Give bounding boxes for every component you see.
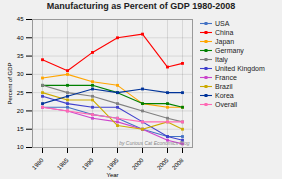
svg-text:Percent of GDP: Percent of GDP <box>7 62 13 104</box>
svg-text:1980: 1980 <box>31 157 45 171</box>
html-text:Japan: Japan <box>215 38 235 45</box>
html-text:Korea: Korea <box>215 92 234 99</box>
svg-text:10: 10 <box>17 144 24 150</box>
html-text:Manufacturing as Percent of GD: Manufacturing as Percent of GDP 1980-200… <box>46 1 236 11</box>
svg-text:40: 40 <box>17 35 24 41</box>
svg-text:45: 45 <box>17 16 24 22</box>
html-text:United Kingdom: United Kingdom <box>215 65 265 72</box>
svg-text:35: 35 <box>17 53 24 59</box>
svg-text:1985: 1985 <box>56 157 70 171</box>
svg-text:1990: 1990 <box>81 157 95 171</box>
html-text:Italy: Italy <box>215 56 228 63</box>
svg-text:1995: 1995 <box>106 157 120 171</box>
svg-text:2008: 2008 <box>171 157 185 171</box>
html-text:China: China <box>215 29 234 36</box>
svg-text:2000: 2000 <box>131 157 145 171</box>
html-text:France: France <box>215 74 237 81</box>
svg-text:25: 25 <box>17 90 24 96</box>
html-text:USA: USA <box>215 20 230 27</box>
svg-text:30: 30 <box>17 71 24 77</box>
svg-text:by Curious Cat Economics Blog: by Curious Cat Economics Blog <box>119 140 190 146</box>
svg-text:20: 20 <box>17 108 24 114</box>
svg-text:15: 15 <box>17 126 24 132</box>
html-text:Germany: Germany <box>215 47 244 54</box>
html-text:Brazil: Brazil <box>215 83 233 90</box>
svg-text:2005: 2005 <box>156 157 170 171</box>
svg-text:Year: Year <box>106 172 118 178</box>
html-text:Overall: Overall <box>215 101 238 108</box>
